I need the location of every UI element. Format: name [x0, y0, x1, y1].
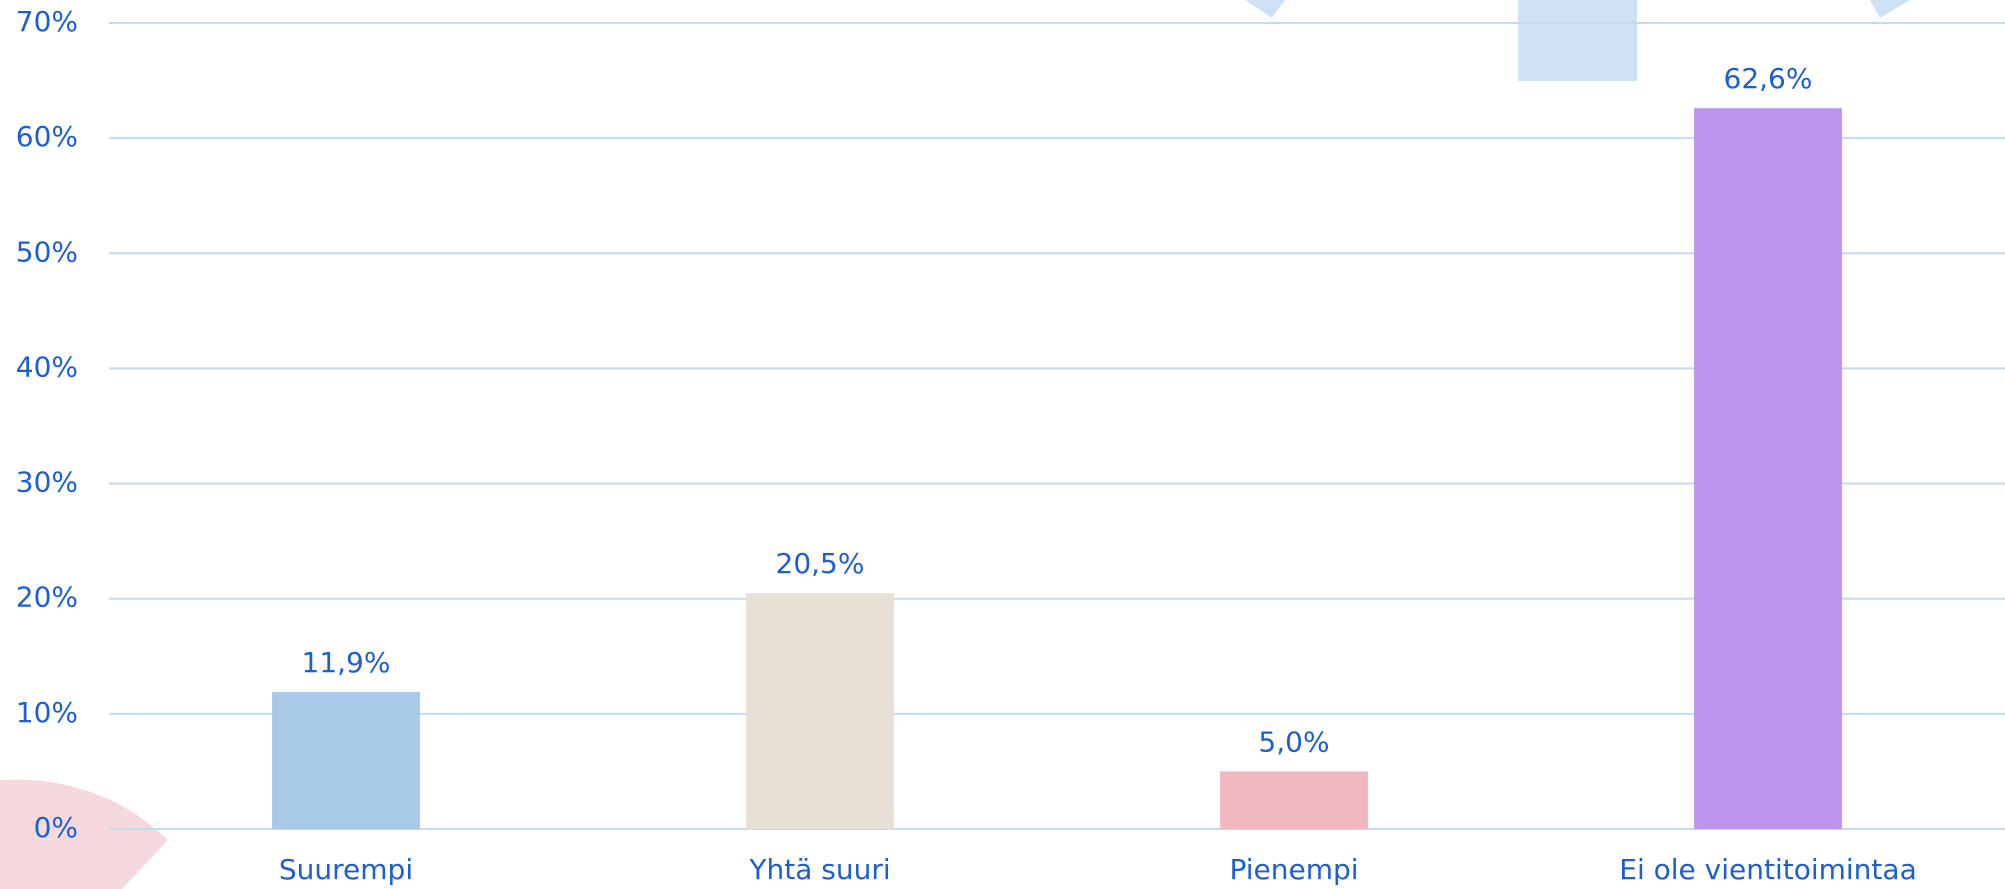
- bar: [272, 691, 420, 829]
- y-tick-label: 60%: [16, 120, 78, 153]
- y-tick-label: 20%: [16, 581, 78, 614]
- x-tick-label: Pienempi: [1229, 853, 1358, 886]
- x-tick-label: Yhtä suuri: [748, 853, 890, 886]
- bar: [746, 592, 894, 829]
- y-tick-label: 70%: [16, 5, 78, 38]
- value-label: 11,9%: [302, 646, 391, 679]
- bar: [1694, 108, 1842, 830]
- decor-rect: [1518, 0, 1637, 81]
- value-label: 20,5%: [776, 547, 865, 580]
- value-label: 5,0%: [1258, 725, 1329, 758]
- decor-shape: [1245, 0, 1285, 18]
- y-tick-label: 50%: [16, 235, 78, 268]
- bar: [1220, 771, 1368, 829]
- value-label: 62,6%: [1724, 62, 1813, 95]
- y-tick-label: 30%: [16, 466, 78, 499]
- decor-shape: [1870, 0, 1910, 18]
- x-tick-label: Suurempi: [279, 853, 413, 886]
- decor-shape: [0, 779, 168, 889]
- y-tick-label: 0%: [34, 811, 78, 844]
- y-tick-label: 40%: [16, 350, 78, 383]
- y-tick-label: 10%: [16, 696, 78, 729]
- x-tick-label: Ei ole vientitoimintaa: [1619, 853, 1916, 886]
